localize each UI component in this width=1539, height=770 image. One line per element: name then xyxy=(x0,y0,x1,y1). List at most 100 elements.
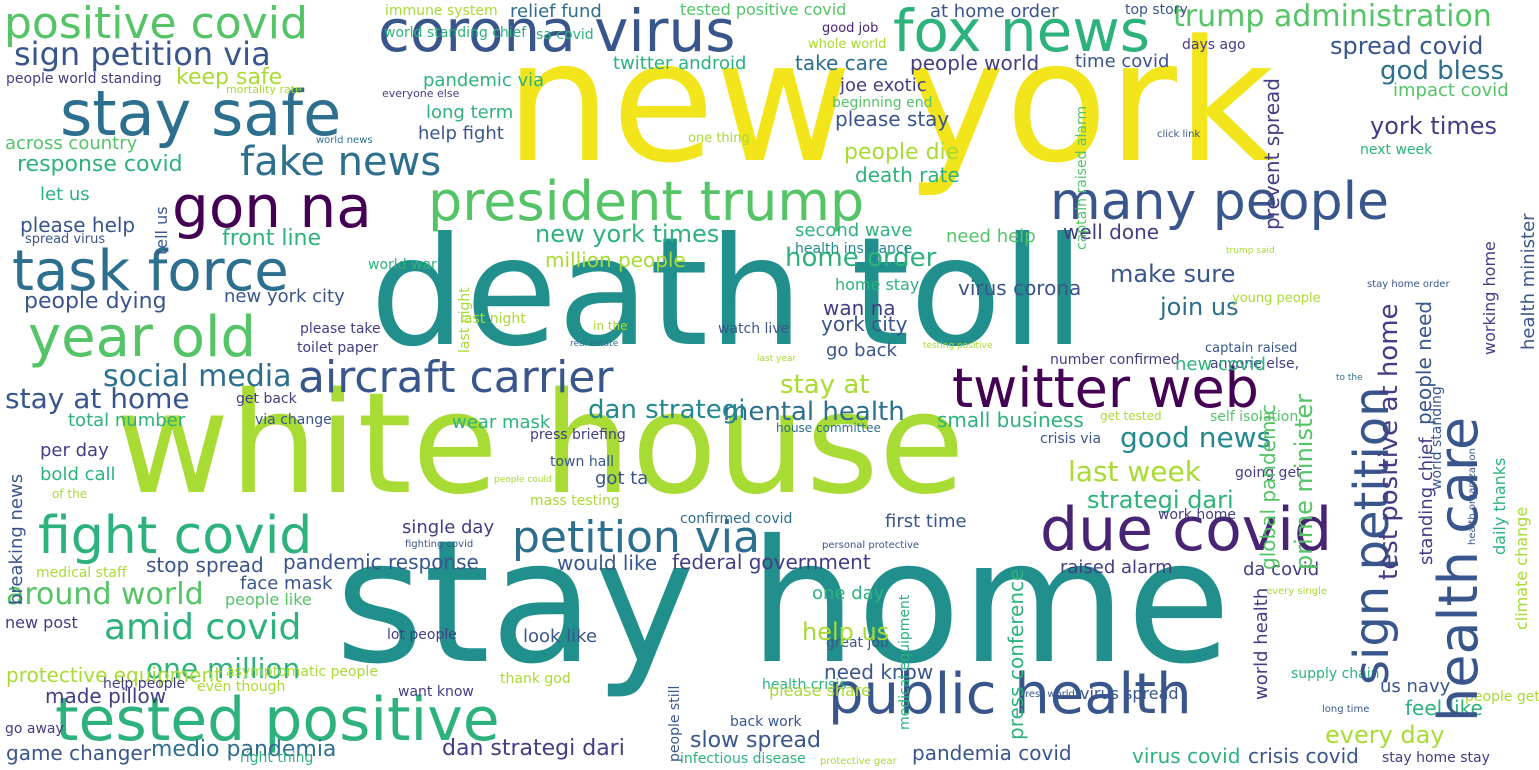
word-get-back: get back xyxy=(236,391,297,407)
word-people-world: people world xyxy=(910,51,1040,75)
word-fighting-covid: fighting covid xyxy=(405,539,474,550)
word-top-story: top story xyxy=(1125,2,1188,18)
word-corona-virus: corona virus xyxy=(378,0,736,65)
word-days-ago: days ago xyxy=(1182,37,1246,53)
word-front-line: front line xyxy=(222,226,322,251)
word-made-pillow: made pillow xyxy=(45,684,167,708)
word-testing-positive: testing positive xyxy=(923,341,993,351)
word-take-care: take care xyxy=(795,51,888,75)
word-york-city: york city xyxy=(821,312,908,336)
word-god-bless: god bless xyxy=(1380,56,1504,86)
word-gon-na: gon na xyxy=(172,173,372,241)
word-president-trump: president trump xyxy=(428,170,865,233)
word-house-committee: house committee xyxy=(776,421,881,435)
vertical-word-tell-us: tell us xyxy=(152,206,171,255)
word-at-home-order: at home order xyxy=(930,1,1059,22)
word-mortality-rate: mortality rate xyxy=(226,83,302,96)
word-amid-covid: amid covid xyxy=(104,607,302,648)
word-please-stay: please stay xyxy=(835,107,950,131)
word-captain-raised: captain raised xyxy=(1205,341,1298,356)
word-face-mask: face mask xyxy=(240,573,333,594)
word-per-day: per day xyxy=(40,440,109,461)
word-positive-covid: positive covid xyxy=(4,0,308,49)
vertical-word-prime-minister: prime minister xyxy=(1290,393,1318,570)
word-immune-system: immune system xyxy=(385,3,498,19)
word-in-the: in the xyxy=(593,319,628,333)
word-go-back: go back xyxy=(826,340,897,361)
word-crisis-covid: crisis covid xyxy=(1248,744,1359,768)
word-time-covid: time covid xyxy=(1075,51,1170,72)
word-stay-home-stay: stay home stay xyxy=(1382,750,1490,766)
word-let-us: let us xyxy=(40,184,90,205)
word-well-done: well done xyxy=(1063,220,1160,244)
word-new-york: new york xyxy=(505,4,1275,200)
word-need-know: need know xyxy=(824,660,934,684)
word-impact-covid: impact covid xyxy=(1393,80,1509,101)
word-everyone-else: everyone else xyxy=(382,87,460,100)
word-virus-corona: virus corona xyxy=(958,276,1082,300)
word-year-old: year old xyxy=(28,305,257,370)
word-one-million: one million xyxy=(146,652,301,685)
vertical-word-last-night: last night xyxy=(457,287,473,353)
word-would-like: would like xyxy=(557,551,658,575)
word-crisis-via: crisis via xyxy=(1040,431,1102,447)
word-real-estate: real estate xyxy=(570,339,619,349)
word-got-ta: got ta xyxy=(595,468,649,489)
word-stay-at: stay at xyxy=(780,370,870,400)
word-aircraft-carrier: aircraft carrier xyxy=(298,352,614,403)
vertical-word-people-still: people still xyxy=(667,685,683,762)
word-people-dying: people dying xyxy=(24,289,167,314)
word-spread-covid: spread covid xyxy=(1330,32,1484,60)
word-next-week: next week xyxy=(1360,142,1433,158)
word-us-navy: us navy xyxy=(1380,676,1451,697)
word-look-like: look like xyxy=(523,626,598,647)
word-going-get: going get xyxy=(1235,465,1302,481)
word-bold-call: bold call xyxy=(40,464,116,485)
word-wear-mask: wear mask xyxy=(452,412,551,433)
word-great-job: great job xyxy=(826,635,889,651)
word-long-term: long term xyxy=(426,102,514,123)
vertical-word-working-home: working home xyxy=(1480,241,1499,355)
word-watch-live: watch live xyxy=(718,321,790,337)
word-thank-god: thank god xyxy=(500,671,571,687)
word-click-link: click link xyxy=(1157,129,1201,140)
word-slow-spread: slow spread xyxy=(690,728,821,753)
word-work-home: work home xyxy=(1158,507,1237,523)
word-self-isolation: self isolation xyxy=(1210,409,1299,425)
word-medio-pandemia: medio pandemia xyxy=(151,737,337,762)
word-spread-virus: spread virus xyxy=(25,232,106,247)
word-people-die: people die xyxy=(844,140,960,165)
word-relief-fund: relief fund xyxy=(510,1,602,22)
word-help-us: help us xyxy=(802,618,890,646)
word-many-people: many people xyxy=(1050,172,1390,232)
word-pandemic-response: pandemic response xyxy=(283,550,479,574)
word-dan-strategi-dari: dan strategi dari xyxy=(442,736,625,761)
word-federal-government: federal government xyxy=(672,550,871,574)
word-across-country: across country xyxy=(5,133,138,154)
vertical-word-world-standing: world standing xyxy=(1429,386,1445,490)
word-people-get: people get xyxy=(1465,689,1539,705)
word-response-covid: response covid xyxy=(17,152,183,177)
word-public-health: public health xyxy=(828,662,1192,727)
word-world-war: world war xyxy=(368,257,437,273)
word-stay-home-order: stay home order xyxy=(1367,279,1450,290)
word-death-toll: death toll xyxy=(370,206,1085,380)
word-health-insurance: health insurance xyxy=(795,241,913,257)
word-want-know: want know xyxy=(398,684,474,700)
word-strategi-dari: strategi dari xyxy=(1087,486,1234,514)
word-every-single: every single xyxy=(1266,586,1328,597)
word-last-year: last year xyxy=(757,354,797,364)
word-small-business: small business xyxy=(937,408,1084,432)
word-twitter-web: twitter web xyxy=(952,357,1259,420)
word-join-us: join us xyxy=(1160,293,1239,321)
word-rest-world: rest world xyxy=(1025,689,1075,700)
word-mental-health: mental health xyxy=(723,397,905,427)
word-health-crisis: health crisis xyxy=(762,677,847,693)
word-stay-at-home: stay at home xyxy=(5,382,190,415)
word-every-day: every day xyxy=(1325,721,1445,749)
word-joe-exotic: joe exotic xyxy=(840,75,927,96)
word-fox-news: fox news xyxy=(893,0,1150,65)
word-around-world: around world xyxy=(6,577,204,612)
vertical-word-climate-change: climate change xyxy=(1512,506,1531,630)
word-feel-like: feel like xyxy=(1405,696,1483,720)
